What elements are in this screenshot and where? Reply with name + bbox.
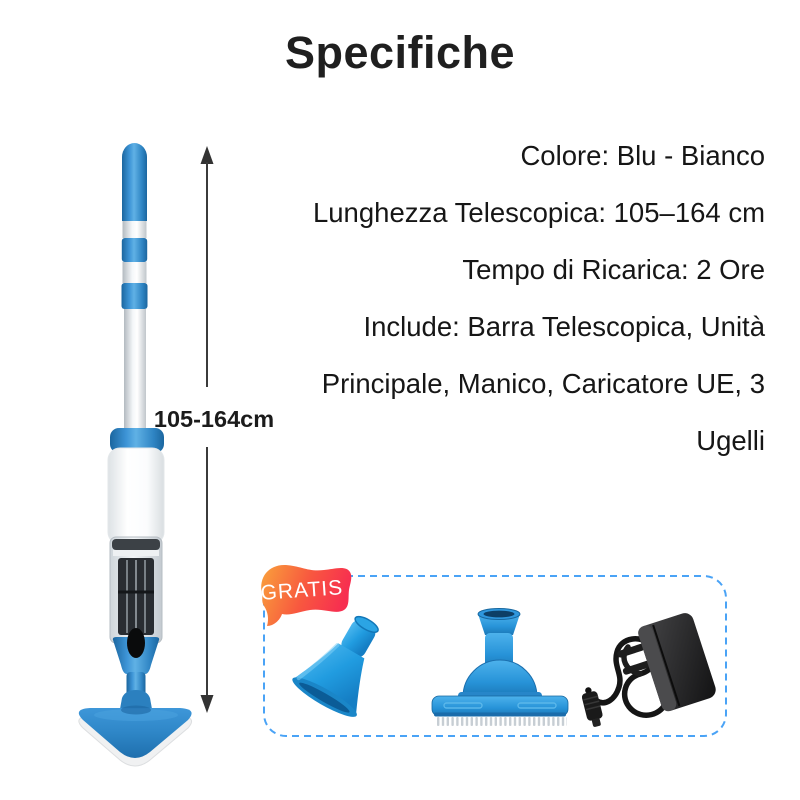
spec-line-color: Colore: Blu - Bianco: [520, 140, 765, 171]
vacuum-body: [107, 447, 165, 545]
gratis-badge-label: GRATIS: [260, 576, 344, 605]
bottom-cone: [112, 628, 160, 709]
spec-list: Colore: Blu - Bianco Lunghezza Telescopi…: [265, 127, 765, 469]
spec-line-charge-time: Tempo di Ricarica: 2 Ore: [462, 254, 765, 285]
gratis-badge: GRATIS: [260, 564, 352, 626]
height-label: 105-164cm: [154, 406, 274, 432]
height-arrow: [200, 146, 214, 713]
wide-nozzle-image: [292, 615, 379, 717]
accessories-group: [292, 608, 716, 727]
brush-nozzle-image: [431, 608, 569, 726]
triangle-base: [78, 705, 193, 767]
spec-line-length: Lunghezza Telescopica: 105–164 cm: [312, 197, 765, 228]
spec-line-includes-2: Principale, Manico, Caricatore UE, 3: [321, 368, 765, 399]
gratis-ribbon-shape: [261, 564, 352, 626]
vacuum-image: 105-164cm: [78, 143, 274, 767]
spec-line-includes-1: Include: Barra Telescopica, Unità: [363, 311, 765, 342]
blue-collar: [110, 428, 164, 453]
telescopic-pole: [121, 143, 148, 430]
dust-canister: [109, 536, 163, 644]
spec-line-includes-3: Ugelli: [696, 425, 765, 456]
eu-charger-image: [581, 613, 716, 727]
page-title: Specifiche: [284, 27, 516, 78]
